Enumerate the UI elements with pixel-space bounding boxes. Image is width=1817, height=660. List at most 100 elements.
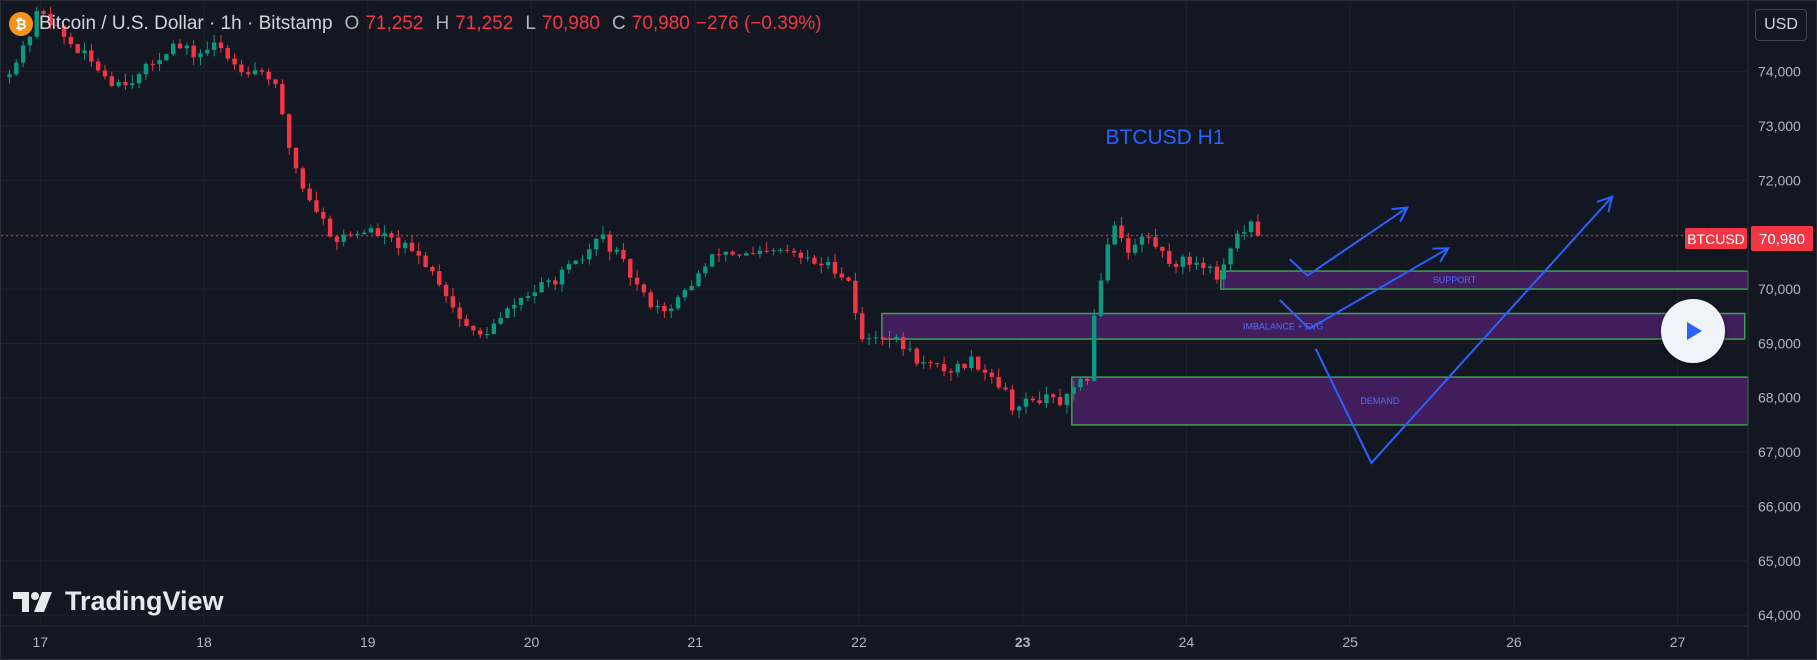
currency-button[interactable]: USD	[1755, 9, 1807, 41]
close-value: 70,980	[631, 13, 690, 34]
x-tick-label: 26	[1506, 634, 1522, 650]
candle-body	[812, 257, 817, 264]
candle-body	[1016, 406, 1022, 411]
candle-body	[573, 260, 578, 265]
candle-body	[1194, 262, 1199, 265]
candle-body	[518, 297, 524, 305]
candle-body	[628, 258, 633, 278]
candle-body	[805, 257, 810, 259]
price-axis[interactable]: 64,000 65,000 66,000 67,000 68,000 69,000 70,0…	[1758, 64, 1801, 623]
candle-body	[157, 60, 162, 65]
y-tick-label: 74,000	[1758, 64, 1801, 80]
candle-body	[170, 43, 176, 55]
candle-body	[662, 305, 667, 312]
x-tick-label: 18	[196, 634, 212, 650]
candle-body	[143, 63, 149, 75]
candle-body	[61, 25, 67, 37]
candle-body	[1139, 236, 1145, 245]
price-tags: BTCUSD 70,980	[1685, 226, 1813, 251]
candle-body	[34, 11, 39, 37]
last-price-label: 70,980	[1759, 231, 1805, 248]
annotation-arrow	[1279, 247, 1449, 330]
candle-body	[1003, 387, 1008, 390]
candle-body	[928, 362, 933, 364]
candle-body	[266, 71, 271, 80]
zones: SUPPORT IMBALANCE + FVG DEMAND	[881, 270, 1749, 426]
candle-body	[771, 250, 776, 252]
candle-body	[600, 234, 606, 239]
y-tick-label: 70,000	[1758, 281, 1801, 297]
low-value: 70,980	[541, 13, 601, 34]
candle-body	[1010, 389, 1015, 411]
time-axis[interactable]: 17 18 19 20 21 22 23 24 25 26 27	[33, 634, 1686, 650]
candle-body	[744, 253, 749, 256]
candle-body	[566, 264, 572, 270]
candle-body	[798, 252, 804, 258]
candle-body	[205, 49, 210, 54]
candle-body	[1064, 393, 1070, 406]
arrow-head	[1596, 195, 1614, 213]
candle-body	[423, 255, 428, 268]
candle-body	[975, 356, 981, 370]
candle-body	[1248, 221, 1254, 233]
zone-label: DEMAND	[1360, 396, 1400, 406]
x-tick-label: 17	[33, 634, 49, 650]
symbol-title[interactable]: Bitcoin / U.S. Dollar · 1h · Bitstamp	[39, 13, 333, 34]
candle-body	[293, 147, 299, 169]
candle-body	[89, 50, 94, 62]
open-label: O	[344, 13, 360, 34]
candle-body	[730, 251, 735, 255]
candle-body	[362, 232, 367, 235]
candle-body	[130, 83, 135, 86]
candle-body	[839, 273, 844, 278]
candle-body	[703, 266, 708, 274]
candle-body	[1119, 225, 1124, 239]
y-tick-label: 69,000	[1758, 335, 1801, 351]
candle-body	[1078, 378, 1083, 388]
candle-body	[1255, 221, 1261, 236]
candle-body	[150, 63, 155, 65]
candle-body	[593, 238, 599, 250]
y-tick-label: 68,000	[1758, 390, 1801, 406]
candle-body	[709, 254, 715, 267]
x-tick-label: 20	[524, 634, 540, 650]
candle-body	[982, 369, 988, 373]
annotations	[1279, 195, 1614, 465]
last-price-box	[1751, 226, 1813, 251]
candle-body	[402, 242, 408, 249]
candle-body	[246, 72, 251, 75]
candle-body	[791, 250, 797, 253]
candle-body	[1023, 398, 1029, 407]
chart-title: BTCUSD H1	[1105, 126, 1224, 149]
candle-body	[689, 285, 694, 291]
play-icon	[1687, 322, 1702, 340]
candle-body	[825, 261, 831, 266]
candle-body	[1112, 225, 1117, 245]
candle-body	[450, 296, 456, 308]
candle-body	[880, 337, 885, 339]
candle-body	[737, 254, 742, 256]
bitcoin-icon: ₿	[9, 12, 33, 36]
candle-body	[860, 313, 865, 340]
play-button[interactable]	[1661, 299, 1725, 363]
candle-body	[7, 74, 12, 78]
candle-body	[1085, 378, 1090, 381]
candle-body	[587, 249, 592, 260]
candle-body	[1242, 232, 1247, 234]
candle-body	[484, 333, 490, 335]
x-tick-label: 23	[1015, 634, 1031, 650]
candle-body	[634, 277, 640, 285]
candle-body	[416, 251, 421, 256]
arrow-head	[1391, 206, 1410, 223]
candle-body	[894, 336, 899, 340]
candle-body	[621, 249, 626, 259]
candle-body	[1214, 266, 1220, 280]
y-tick-label: 72,000	[1758, 172, 1801, 188]
candle-body	[648, 292, 653, 308]
change-value: −276 (−0.39%)	[695, 13, 822, 34]
candle-body	[82, 50, 87, 54]
candle-body	[525, 296, 531, 298]
candle-body	[437, 271, 442, 285]
